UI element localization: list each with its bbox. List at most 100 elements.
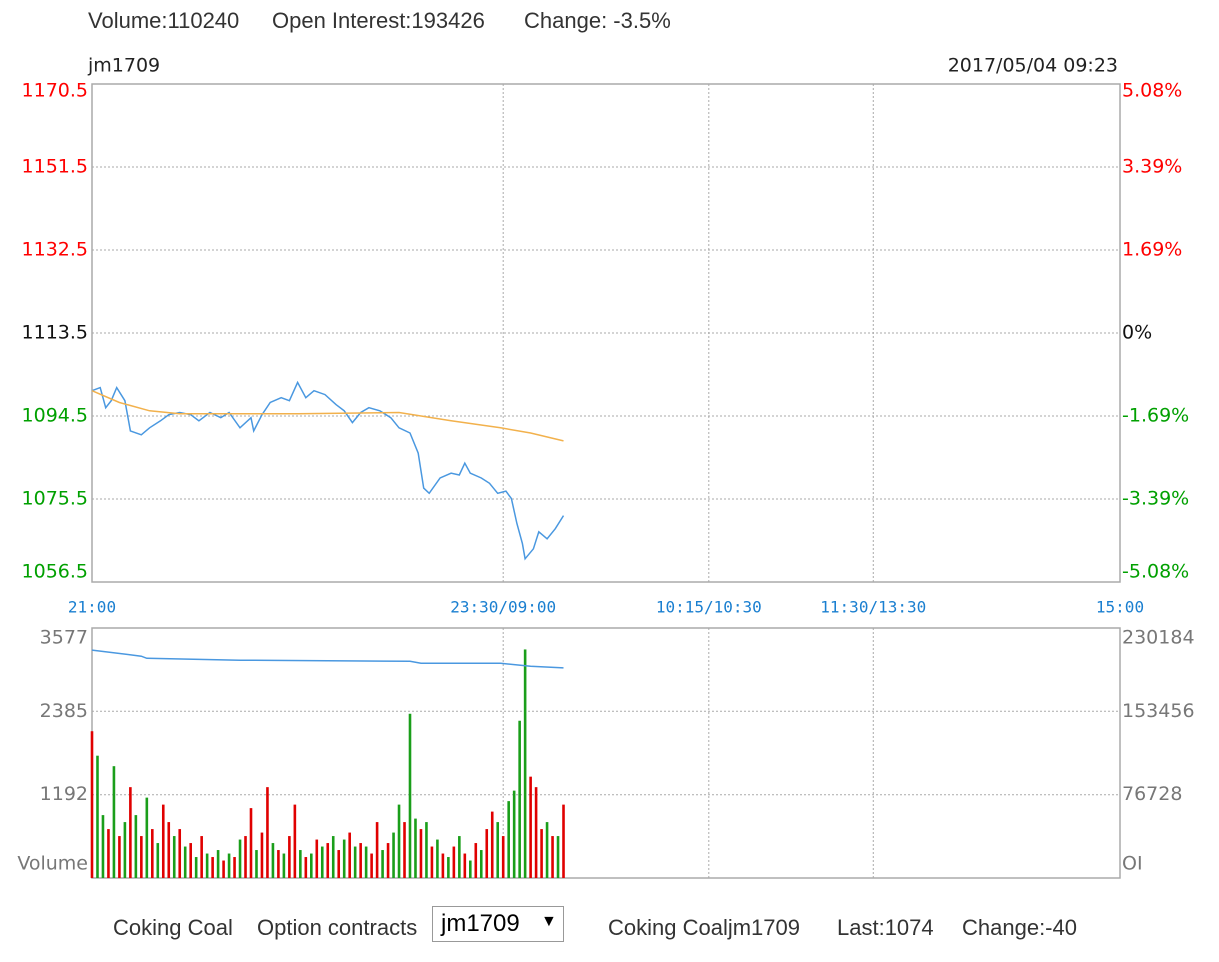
volume-bar xyxy=(490,811,494,878)
volume-bar xyxy=(118,836,121,878)
volume-bar xyxy=(123,822,127,878)
volume-bar xyxy=(299,850,302,878)
y-tick-label: 1113.5 xyxy=(22,322,88,344)
product-name: Coking Coal xyxy=(113,915,233,940)
volume-bar xyxy=(167,822,171,878)
volume-bar xyxy=(255,850,258,878)
volume-bar xyxy=(244,836,247,878)
volume-bar xyxy=(551,836,554,878)
volume-bar xyxy=(140,836,143,878)
volume-bar xyxy=(112,766,116,878)
volume-bar xyxy=(151,829,154,878)
selected-contract: jm1709 xyxy=(441,910,520,937)
x-tick-label: 15:00 xyxy=(1096,598,1144,617)
volume-bar xyxy=(463,853,467,878)
y-tick-label: 1170.5 xyxy=(22,80,88,102)
y-tick-label: 1192 xyxy=(40,783,88,805)
volume-bar xyxy=(310,853,313,878)
volume-bar xyxy=(96,755,99,878)
dropdown-arrow: ▼ xyxy=(541,913,557,930)
volume-bar xyxy=(172,836,176,878)
volume-bar xyxy=(425,822,428,878)
volume-bar xyxy=(194,857,198,878)
volume-bar xyxy=(271,843,275,878)
contract-select[interactable]: jm1709 ▼ xyxy=(432,906,564,942)
volume-bar xyxy=(397,804,401,878)
volume-bar xyxy=(501,836,505,878)
series-line xyxy=(91,380,565,561)
volume-bar xyxy=(386,843,390,878)
volume-bar xyxy=(277,850,280,878)
chart-area: Volume:110240 Open Interest:193426 Chang… xyxy=(17,8,1195,879)
volume-bar xyxy=(183,846,187,878)
volume-bar xyxy=(469,860,472,878)
y-tick-label: 1056.5 xyxy=(22,561,88,583)
y-tick-label: 1132.5 xyxy=(22,239,88,261)
plot-frame xyxy=(91,83,1121,583)
y2-tick-label: -3.39% xyxy=(1122,488,1189,510)
volume-bar xyxy=(474,843,478,878)
volume-bar xyxy=(479,850,483,878)
volume-bar xyxy=(216,850,220,878)
volume-bar xyxy=(512,790,516,878)
y-axis-label: Volume xyxy=(17,853,88,875)
y-tick-label: 1094.5 xyxy=(22,405,88,427)
volume-bar xyxy=(266,787,269,878)
volume-bar xyxy=(529,776,532,878)
series-line xyxy=(91,649,564,669)
volume-bar xyxy=(458,836,461,878)
volume-bar xyxy=(211,857,214,878)
volume-bar xyxy=(249,808,253,878)
footer: Coking Coal Option contracts jm1709 ▼ Co… xyxy=(0,906,1219,946)
volume-bar xyxy=(408,713,412,878)
volume-bar xyxy=(353,846,357,878)
y2-tick-label: 0% xyxy=(1122,322,1152,344)
y2-tick-label: 1.69% xyxy=(1122,239,1182,261)
volume-bar xyxy=(370,853,373,878)
volume-bar xyxy=(288,836,291,878)
header-change: Change: -3.5% xyxy=(524,8,671,33)
volume-bar xyxy=(145,797,149,878)
volume-bar xyxy=(556,836,560,878)
volume-bar xyxy=(90,731,94,878)
volume-bar xyxy=(414,818,417,878)
volume-bar xyxy=(534,787,538,878)
y2-axis-label: OI xyxy=(1122,853,1143,875)
volume-bar xyxy=(293,804,297,878)
y2-tick-label: 230184 xyxy=(1122,627,1195,649)
volume-bar xyxy=(381,850,384,878)
volume-bar xyxy=(403,822,406,878)
volume-bar xyxy=(320,846,324,878)
volume-bar xyxy=(545,822,549,878)
volume-bar xyxy=(326,843,330,878)
volume-bar xyxy=(129,787,132,878)
volume-bar xyxy=(282,853,286,878)
volume-bar xyxy=(222,860,225,878)
volume-bar xyxy=(315,839,319,878)
y-tick-label: 3577 xyxy=(40,627,88,649)
volume-bar xyxy=(233,857,236,878)
contract-title: jm1709 xyxy=(87,55,160,77)
volume-bar xyxy=(419,829,423,878)
header-open-interest: Open Interest:193426 xyxy=(272,8,485,33)
quote-name: Coking Coaljm1709 xyxy=(608,915,800,940)
volume-bar xyxy=(161,804,165,878)
volume-bar xyxy=(156,843,160,878)
y-tick-label: 1151.5 xyxy=(22,156,88,178)
volume-bar xyxy=(348,832,351,878)
volume-bar xyxy=(189,843,192,878)
volume-bar xyxy=(101,815,105,878)
volume-bar xyxy=(200,836,203,878)
options-label: Option contracts xyxy=(257,915,418,940)
volume-bar xyxy=(436,839,439,878)
y2-tick-label: 76728 xyxy=(1122,783,1182,805)
series-line xyxy=(91,390,564,442)
x-tick-label: 10:15/10:30 xyxy=(656,598,762,617)
header-volume: Volume:110240 xyxy=(88,8,239,33)
volume-bar xyxy=(107,829,110,878)
y2-tick-label: 153456 xyxy=(1122,700,1195,722)
x-tick-label: 11:30/13:30 xyxy=(820,598,926,617)
volume-bar xyxy=(452,846,456,878)
y2-tick-label: 3.39% xyxy=(1122,155,1182,177)
volume-bar xyxy=(441,853,445,878)
